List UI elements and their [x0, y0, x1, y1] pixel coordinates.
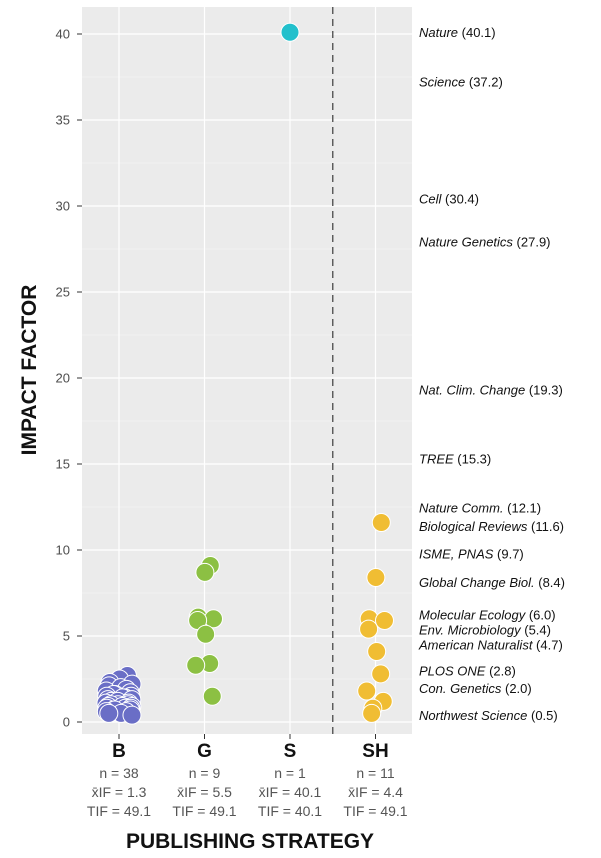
group-mean: x̄IF = 4.4 [348, 784, 403, 800]
journal-label: Con. Genetics (2.0) [419, 681, 532, 696]
journal-label: Global Change Biol. (8.4) [419, 575, 565, 590]
point-g [202, 686, 222, 706]
y-tick-label: 5 [63, 629, 70, 644]
point-sh [371, 512, 391, 532]
group-n: n = 1 [274, 765, 306, 781]
point-sh [362, 703, 382, 723]
group-mean: x̄IF = 1.3 [92, 784, 147, 800]
journal-label: Nature Genetics (27.9) [419, 235, 551, 250]
y-tick-label: 40 [56, 27, 70, 42]
y-tick-label: 15 [56, 457, 70, 472]
point-g [196, 624, 216, 644]
x-axis-categories: B G S SH [112, 734, 389, 762]
point-sh [371, 664, 391, 684]
group-total: TIF = 49.1 [343, 803, 407, 819]
journal-label: Science (37.2) [419, 75, 503, 90]
journal-label: Biological Reviews (11.6) [419, 519, 564, 534]
group-statistics: n = 38 x̄IF = 1.3 TIF = 49.1 n = 9 x̄IF = 5.… [87, 765, 408, 819]
y-tick-label: 0 [63, 715, 70, 730]
journal-label: Nature Comm. (12.1) [419, 500, 541, 515]
point-b [99, 703, 119, 723]
group-total: TIF = 40.1 [258, 803, 322, 819]
group-total: TIF = 49.1 [87, 803, 151, 819]
y-tick-label: 35 [56, 113, 70, 128]
x-axis-title: PUBLISHING STRATEGY [126, 830, 374, 853]
point-s [280, 22, 300, 42]
journal-label: ISME, PNAS (9.7) [419, 547, 524, 562]
group-n: n = 11 [356, 765, 394, 781]
journal-label: PLOS ONE (2.8) [419, 663, 516, 678]
point-g [195, 562, 215, 582]
group-mean: x̄IF = 5.5 [177, 784, 232, 800]
point-sh [374, 611, 394, 631]
y-tick-label: 25 [56, 285, 70, 300]
journal-label: American Naturalist (4.7) [418, 638, 563, 653]
group-n: n = 38 [99, 765, 139, 781]
y-tick-label: 10 [56, 543, 70, 558]
point-sh [367, 641, 387, 661]
y-axis-title: IMPACT FACTOR [18, 285, 41, 456]
point-g [186, 655, 206, 675]
group-mean: x̄IF = 40.1 [259, 784, 322, 800]
journal-label: Nature (40.1) [419, 25, 496, 40]
journal-annotations: Nature (40.1) Science (37.2) Cell (30.4) Na… [418, 25, 565, 723]
x-tick-label: S [284, 741, 297, 762]
data-points [96, 22, 394, 725]
journal-label: Cell (30.4) [419, 192, 479, 207]
journal-label: Env. Microbiology (5.4) [419, 623, 551, 638]
point-sh [357, 681, 377, 701]
plot-panel [82, 7, 412, 734]
journal-label: Northwest Science (0.5) [419, 708, 558, 723]
group-total: TIF = 49.1 [172, 803, 236, 819]
point-sh [359, 619, 379, 639]
journal-label: Nat. Clim. Change (19.3) [419, 383, 563, 398]
y-tick-label: 20 [56, 371, 70, 386]
point-sh [366, 568, 386, 588]
group-n: n = 9 [189, 765, 221, 781]
x-tick-label: SH [362, 741, 388, 762]
journal-label: Molecular Ecology (6.0) [419, 607, 556, 622]
point-b [122, 705, 142, 725]
y-tick-label: 30 [56, 199, 70, 214]
journal-label: TREE (15.3) [419, 451, 491, 466]
x-tick-label: B [112, 741, 126, 762]
y-axis-ticks: 0 5 10 15 20 25 30 35 40 [56, 27, 82, 730]
x-tick-label: G [197, 741, 212, 762]
